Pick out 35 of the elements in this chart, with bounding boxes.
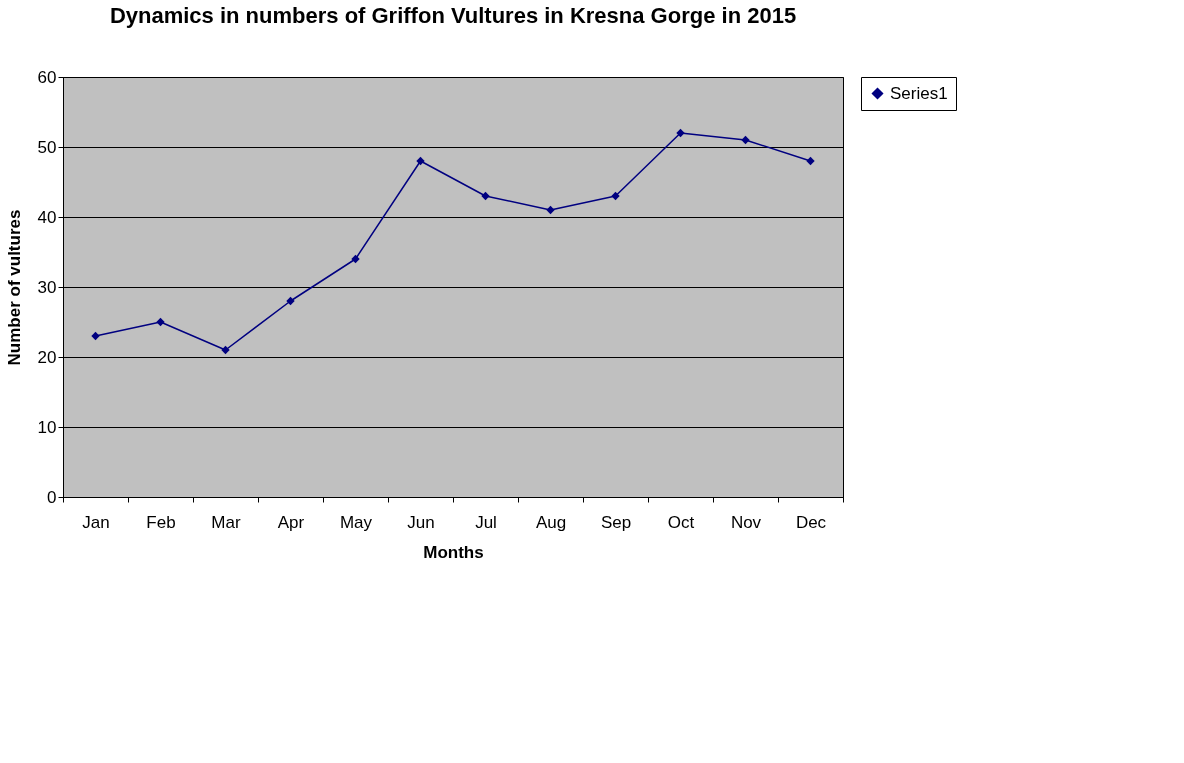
point [286,296,295,306]
y-tick-label: 50 [37,137,57,157]
point [806,156,815,166]
y-axis-title: Number of vultures [4,209,24,366]
x-tick-label: Jan [82,512,110,532]
point [546,205,555,215]
y-tick-label: 60 [37,67,57,87]
y-tick-label: 30 [37,277,57,297]
x-tick-label: Mar [211,512,241,532]
chart-title: Dynamics in numbers of Griffon Vultures in Kresna Gorge in 2015 [109,3,797,28]
x-tick-label: Sep [600,512,632,532]
point [221,345,230,355]
x-tick-label: Apr [277,512,305,532]
x-axis-title: Months [423,542,484,562]
point [91,331,100,341]
x-tick-label: Jun [407,512,435,532]
point [481,191,490,201]
x-tick-label: Oct [667,512,695,532]
point [156,317,165,327]
point [416,156,425,166]
x-tick-label: Aug [535,512,567,532]
point [676,128,685,138]
point [611,191,620,201]
y-tick-label: 20 [37,347,57,367]
x-tick-label: Jul [475,512,497,532]
x-tick-label: Nov [730,512,762,532]
x-tick-label: Feb [146,512,176,532]
x-tick-label: Dec [795,512,827,532]
x-tick-label: May [339,512,373,532]
legend-label: Series1 [890,83,948,103]
point [351,254,360,264]
y-tick-label: 40 [37,207,57,227]
y-tick-label: 0 [47,487,57,507]
y-tick-label: 10 [37,417,57,437]
point [741,135,750,145]
